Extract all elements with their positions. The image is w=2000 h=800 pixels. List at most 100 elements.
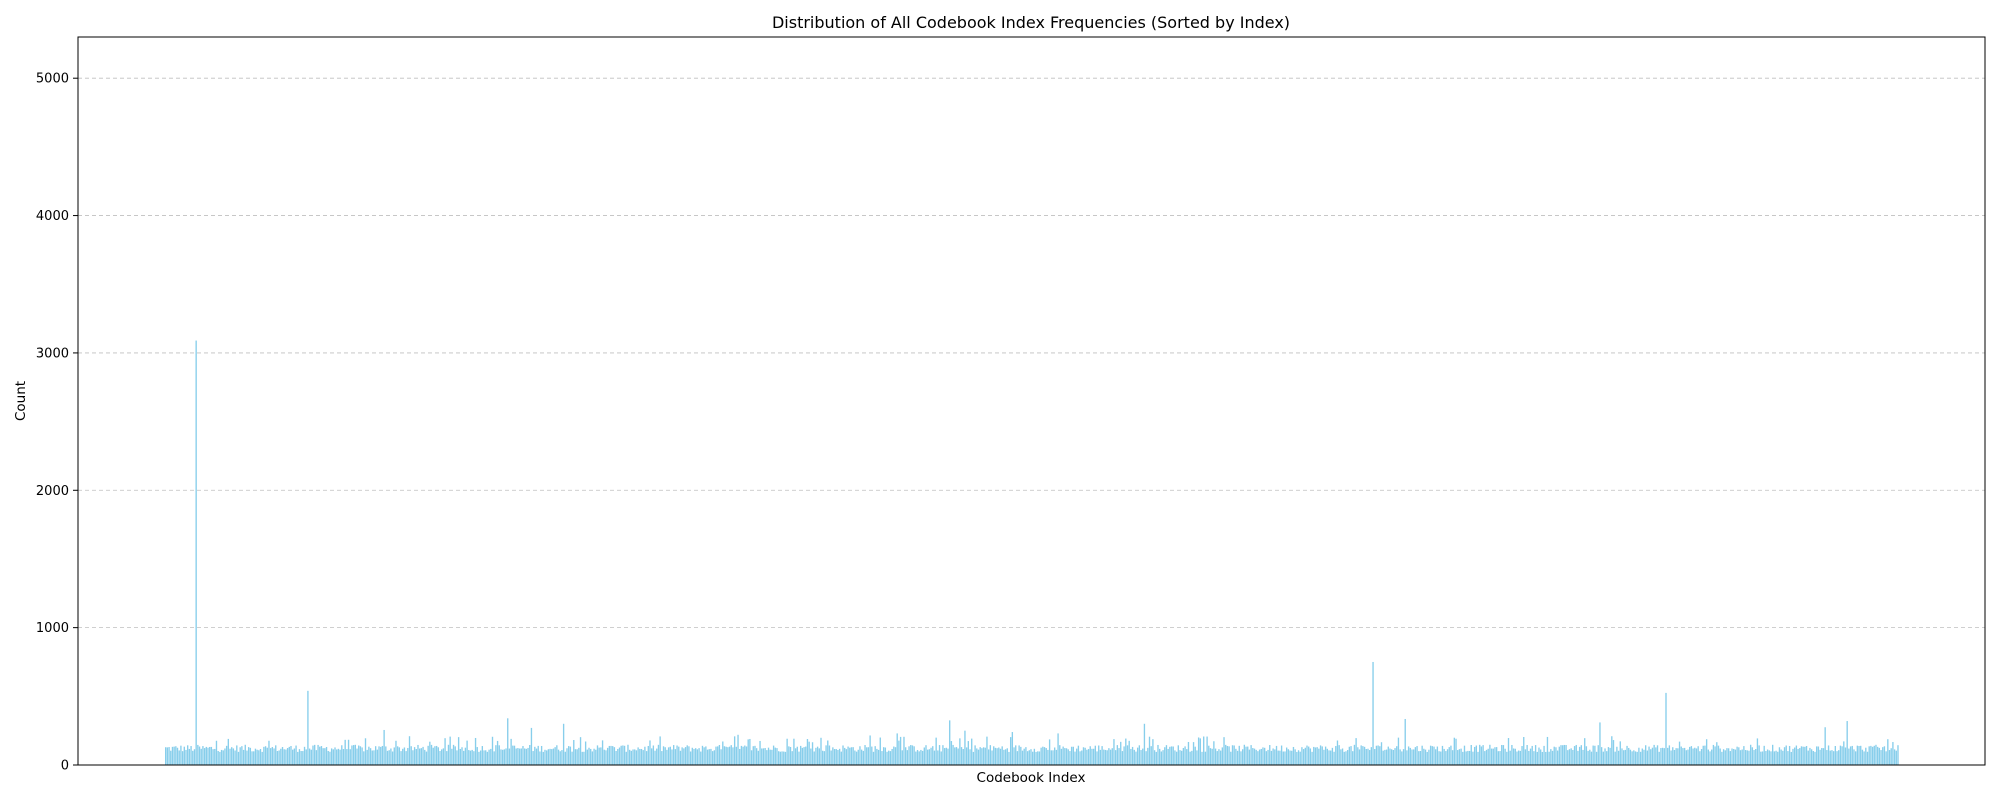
bar	[554, 747, 556, 765]
bar	[1262, 747, 1264, 765]
bar	[854, 750, 856, 765]
bar	[369, 748, 372, 765]
bar	[786, 738, 788, 765]
bar	[735, 746, 738, 765]
bar	[1103, 749, 1105, 765]
bar	[1435, 749, 1437, 765]
bar	[1299, 751, 1301, 765]
bar	[1870, 745, 1872, 765]
bar	[1604, 748, 1606, 765]
bar	[1099, 749, 1102, 765]
bar	[1138, 745, 1141, 765]
bar	[1172, 746, 1174, 765]
bar	[466, 740, 468, 765]
bar	[1849, 746, 1852, 765]
bar	[1777, 751, 1779, 765]
bar	[628, 749, 631, 765]
bar	[1517, 750, 1520, 765]
bar	[1812, 751, 1814, 765]
bar	[413, 747, 416, 765]
bar	[336, 749, 338, 765]
bar	[855, 751, 858, 765]
bar	[485, 750, 487, 765]
bar	[1873, 745, 1875, 765]
bar	[1128, 740, 1130, 765]
bar	[1790, 751, 1792, 765]
bar	[1692, 748, 1694, 765]
bar	[346, 749, 348, 765]
bar	[1780, 749, 1782, 765]
bar	[1656, 745, 1659, 765]
bar	[1851, 745, 1853, 765]
bar	[1638, 747, 1640, 765]
bar	[656, 748, 658, 765]
bar	[1414, 747, 1417, 765]
bar	[1577, 750, 1579, 765]
bar	[1226, 745, 1229, 765]
bar	[1216, 751, 1218, 765]
bar	[530, 727, 533, 765]
bar	[1245, 746, 1247, 765]
bar	[312, 745, 314, 765]
bar	[1143, 723, 1146, 765]
bar	[776, 748, 778, 765]
bar	[683, 748, 685, 765]
bar	[1301, 747, 1303, 765]
bar	[1126, 745, 1129, 765]
bar	[1846, 721, 1848, 765]
bar	[569, 746, 572, 765]
bar	[1175, 751, 1178, 765]
bar	[447, 744, 450, 765]
bar	[893, 746, 895, 765]
bar	[383, 729, 385, 765]
bar	[1470, 744, 1472, 765]
bar	[259, 749, 262, 765]
bar	[1578, 746, 1581, 765]
bar	[933, 750, 936, 765]
bar	[503, 749, 506, 765]
bar	[371, 750, 373, 765]
bar	[754, 745, 756, 765]
bar	[1109, 749, 1112, 765]
bar	[859, 746, 861, 765]
bar	[818, 748, 820, 765]
bar	[342, 749, 345, 765]
bar	[630, 750, 633, 765]
bar	[635, 750, 638, 765]
bar	[1590, 751, 1593, 765]
bar	[1772, 744, 1774, 765]
bar	[1817, 746, 1820, 765]
bar	[1611, 736, 1613, 765]
bar	[927, 749, 929, 765]
bar	[1374, 749, 1376, 765]
bar	[444, 738, 446, 765]
bar	[1448, 747, 1450, 765]
bar	[1260, 748, 1262, 765]
bar	[1123, 746, 1125, 765]
bar	[539, 751, 541, 765]
bar	[1700, 749, 1703, 765]
bar	[1252, 748, 1254, 765]
bar	[845, 749, 848, 765]
bar	[1079, 751, 1081, 765]
bar	[874, 746, 876, 765]
bar	[962, 749, 964, 765]
bar	[1081, 750, 1083, 765]
bar	[1895, 750, 1897, 765]
bar	[1179, 750, 1181, 765]
bar	[396, 746, 399, 765]
bar	[640, 748, 643, 765]
bar	[1465, 751, 1467, 765]
bar	[254, 748, 257, 765]
bar	[1218, 749, 1220, 765]
bar	[1749, 744, 1752, 765]
bar	[275, 745, 277, 765]
bar	[942, 745, 944, 765]
bar	[1270, 750, 1273, 765]
bar	[744, 745, 746, 765]
bar	[1490, 748, 1493, 765]
bar	[549, 748, 551, 765]
bar	[1243, 744, 1246, 765]
bar	[994, 747, 997, 765]
bar	[1763, 745, 1765, 765]
